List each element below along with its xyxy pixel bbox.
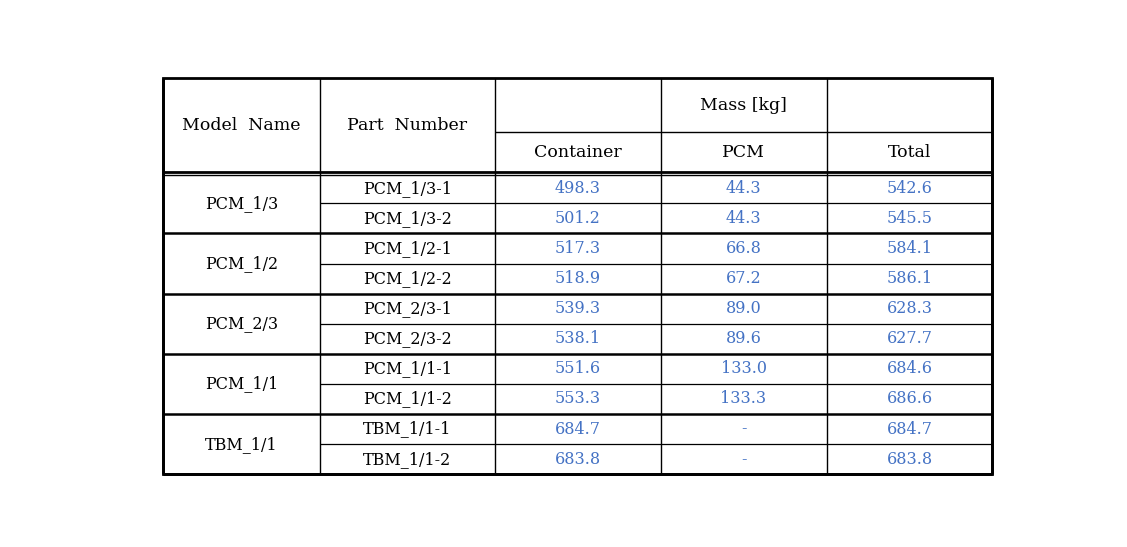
Text: 538.1: 538.1: [554, 330, 601, 347]
Text: 133.3: 133.3: [720, 391, 766, 408]
Text: 518.9: 518.9: [554, 270, 601, 287]
Text: 586.1: 586.1: [887, 270, 932, 287]
Text: 584.1: 584.1: [887, 240, 932, 257]
Text: 133.0: 133.0: [720, 360, 766, 377]
Text: 684.6: 684.6: [887, 360, 932, 377]
Text: Part  Number: Part Number: [347, 117, 468, 134]
Text: PCM_2/3: PCM_2/3: [205, 315, 278, 332]
Text: 542.6: 542.6: [887, 180, 932, 197]
Text: 683.8: 683.8: [554, 451, 601, 468]
Text: TBM_1/1-1: TBM_1/1-1: [363, 421, 452, 438]
Text: 545.5: 545.5: [887, 210, 932, 227]
Text: PCM_1/3-2: PCM_1/3-2: [363, 210, 452, 227]
Text: Total: Total: [888, 144, 931, 161]
Text: PCM_1/3-1: PCM_1/3-1: [363, 180, 452, 197]
Text: 498.3: 498.3: [554, 180, 601, 197]
Text: 627.7: 627.7: [887, 330, 932, 347]
Text: PCM_1/2-2: PCM_1/2-2: [363, 270, 452, 287]
Text: 89.6: 89.6: [726, 330, 762, 347]
Text: PCM: PCM: [722, 144, 765, 161]
Text: PCM_1/2-1: PCM_1/2-1: [363, 240, 452, 257]
Text: 539.3: 539.3: [554, 300, 601, 317]
Text: 684.7: 684.7: [887, 421, 932, 438]
Text: 628.3: 628.3: [887, 300, 932, 317]
Text: PCM_1/1-2: PCM_1/1-2: [363, 391, 452, 408]
Text: 686.6: 686.6: [887, 391, 932, 408]
Text: Model  Name: Model Name: [183, 117, 301, 134]
Text: -: -: [740, 451, 746, 468]
Text: 66.8: 66.8: [726, 240, 762, 257]
Text: Container: Container: [534, 144, 621, 161]
Text: PCM_1/1-1: PCM_1/1-1: [363, 360, 452, 377]
Text: 44.3: 44.3: [726, 210, 762, 227]
Text: -: -: [740, 421, 746, 438]
Text: 517.3: 517.3: [554, 240, 601, 257]
Text: 684.7: 684.7: [554, 421, 601, 438]
Text: TBM_1/1: TBM_1/1: [205, 435, 278, 452]
Text: PCM_1/1: PCM_1/1: [205, 375, 278, 392]
Text: PCM_2/3-2: PCM_2/3-2: [363, 330, 452, 347]
Text: PCM_1/3: PCM_1/3: [205, 195, 278, 212]
Text: 89.0: 89.0: [726, 300, 762, 317]
Text: PCM_2/3-1: PCM_2/3-1: [363, 300, 452, 317]
Text: 501.2: 501.2: [554, 210, 601, 227]
Text: 44.3: 44.3: [726, 180, 762, 197]
Text: Mass [kg]: Mass [kg]: [700, 96, 787, 113]
Text: 67.2: 67.2: [726, 270, 762, 287]
Text: 553.3: 553.3: [554, 391, 601, 408]
Text: 551.6: 551.6: [554, 360, 601, 377]
Text: 683.8: 683.8: [887, 451, 932, 468]
Text: PCM_1/2: PCM_1/2: [205, 255, 278, 272]
Text: TBM_1/1-2: TBM_1/1-2: [363, 451, 452, 468]
